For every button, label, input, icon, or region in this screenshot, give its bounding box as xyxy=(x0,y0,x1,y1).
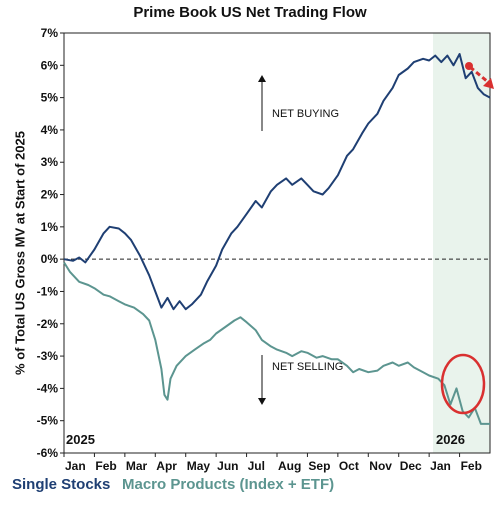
net-selling-arrow-icon xyxy=(258,398,266,405)
series-line-macro-products xyxy=(63,261,490,425)
y-tick-label: -6% xyxy=(37,446,59,460)
x-tick-label: Apr xyxy=(156,459,177,473)
x-tick-label: Nov xyxy=(369,459,392,473)
y-tick-label: 6% xyxy=(41,58,59,72)
y-tick-label: -1% xyxy=(37,284,59,298)
plot-frame xyxy=(63,32,491,454)
y-tick-label: -5% xyxy=(37,414,59,428)
y-tick-label: -4% xyxy=(37,381,59,395)
x-axis-ticks: Jan Feb Mar Apr May Jun Jul Aug Sep Oct Nov Dec Jan F… xyxy=(63,453,482,473)
annotation-net-buying: NET BUYING xyxy=(272,108,339,120)
y-tick-label: -3% xyxy=(37,349,59,363)
y-tick-label: 7% xyxy=(41,26,59,40)
x-tick-label: Aug xyxy=(278,459,301,473)
chart-title: Prime Book US Net Trading Flow xyxy=(133,4,367,21)
legend-single-stocks: Single Stocks xyxy=(12,476,111,493)
x-tick-label: Jul xyxy=(248,459,265,473)
x-tick-label: Mar xyxy=(126,459,148,473)
x-tick-label: Jan xyxy=(65,459,86,473)
x-tick-label: Feb xyxy=(95,459,116,473)
annotation-net-selling: NET SELLING xyxy=(272,361,343,373)
y-tick-label: -2% xyxy=(37,317,59,331)
x-tick-label: Sep xyxy=(308,459,330,473)
series-line-single-stocks xyxy=(63,53,491,311)
trend-down-arrowhead-icon xyxy=(483,78,494,89)
y-axis-ticks: 7% 6% 5% 4% 3% 2% 1% 0% -1% -2% -3% -4% -5% -6% xyxy=(37,26,64,460)
y-axis-label: % of Total US Gross MV at Start of 2025 xyxy=(12,131,28,375)
x-tick-label: May xyxy=(187,459,211,473)
y-tick-label: 2% xyxy=(41,188,59,202)
trend-down-arrow-icon xyxy=(469,65,489,84)
y-tick-label: 1% xyxy=(41,220,59,234)
x-tick-label: Jan xyxy=(430,459,451,473)
y-tick-label: 0% xyxy=(41,252,59,266)
series-lines xyxy=(63,53,491,425)
y-tick-label: 3% xyxy=(41,155,59,169)
x-tick-label: Oct xyxy=(339,459,359,473)
year-label-2025: 2025 xyxy=(66,432,95,447)
y-tick-label: 4% xyxy=(41,123,59,137)
year-label-2026: 2026 xyxy=(436,432,465,447)
x-tick-label: Feb xyxy=(461,459,482,473)
net-buying-arrow-icon xyxy=(258,75,266,82)
x-tick-label: Jun xyxy=(217,459,238,473)
highlight-circle-icon xyxy=(440,353,486,415)
y-tick-label: 5% xyxy=(41,91,59,105)
legend-macro-products: Macro Products (Index + ETF) xyxy=(122,476,335,493)
x-tick-label: Dec xyxy=(400,459,422,473)
